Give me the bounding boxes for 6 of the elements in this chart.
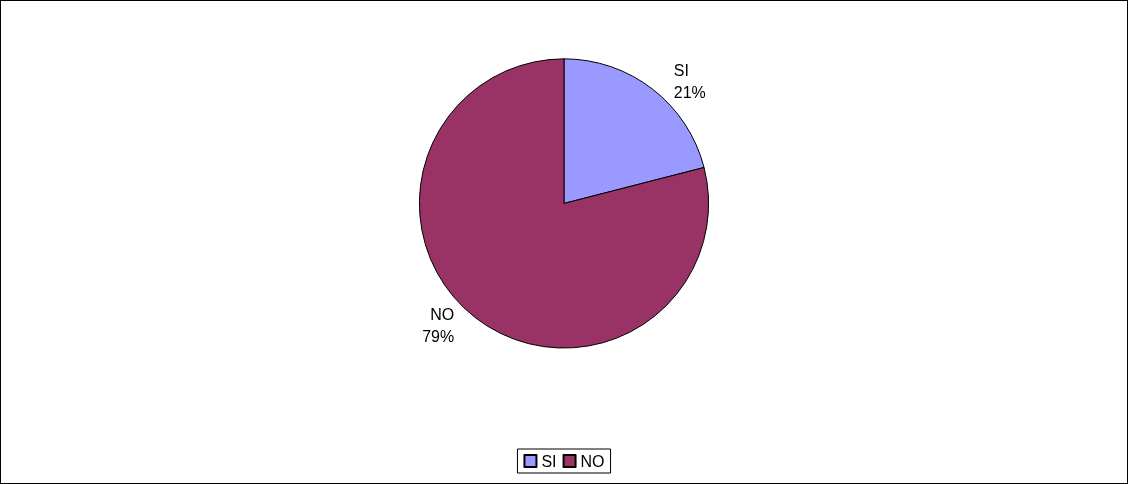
slice-label: SI <box>673 61 689 79</box>
data-label: 79% <box>422 328 455 346</box>
data-label: 21% <box>673 83 706 101</box>
legend-label: SI <box>541 452 557 470</box>
slice-label: NO <box>430 306 455 324</box>
legend-label: NO <box>580 452 605 470</box>
